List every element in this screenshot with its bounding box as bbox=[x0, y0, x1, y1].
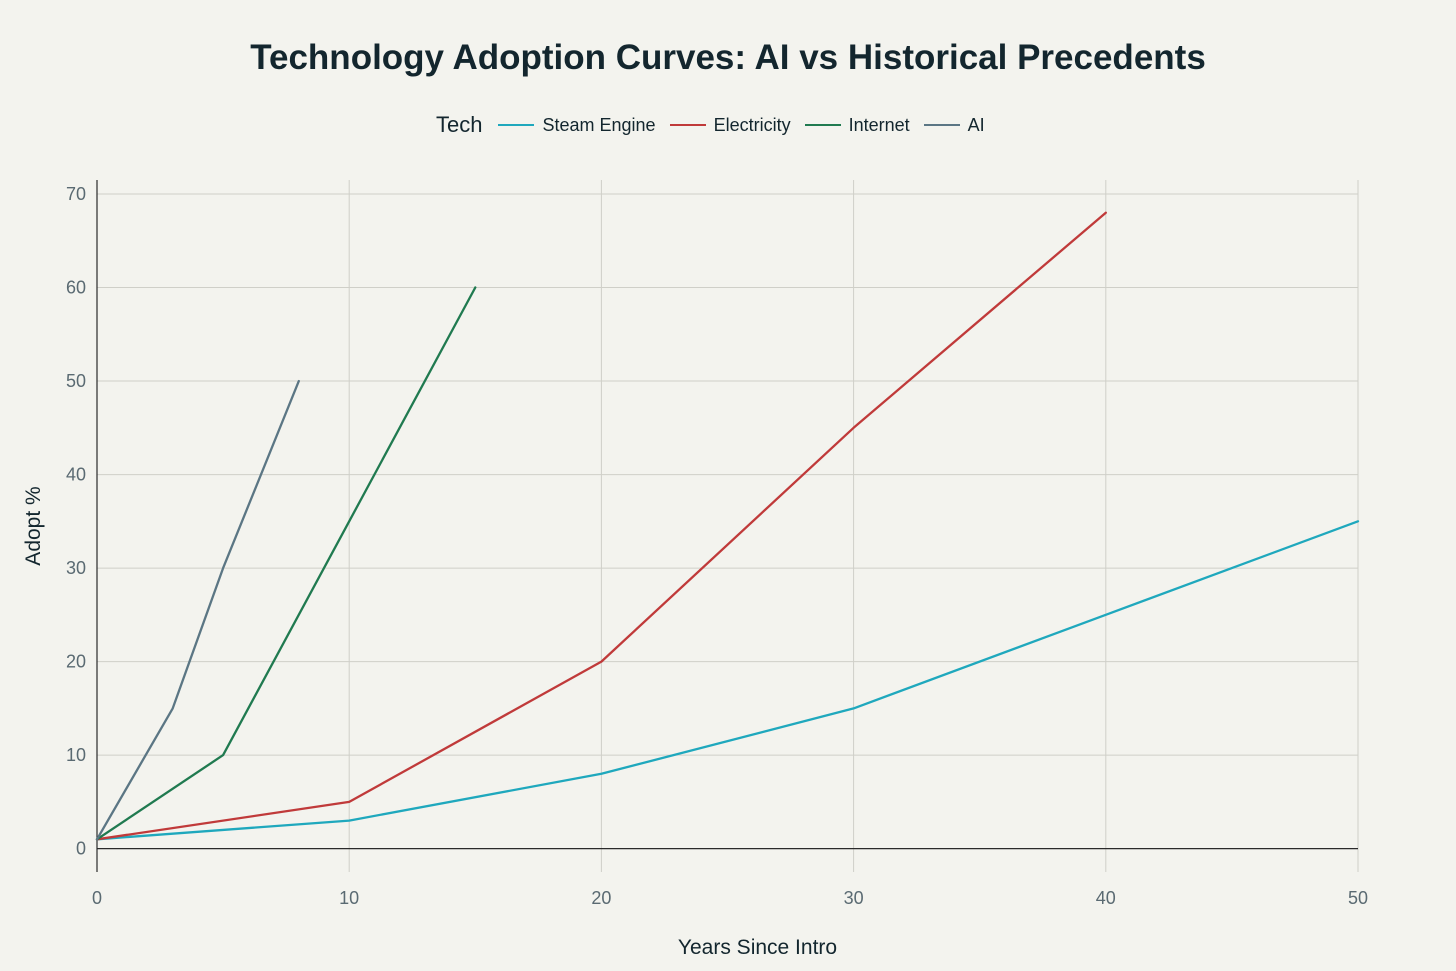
axes bbox=[96, 180, 1358, 872]
x-tick-label-50: 50 bbox=[1348, 888, 1368, 908]
y-tick-label-50: 50 bbox=[66, 371, 86, 391]
y-tick-label-40: 40 bbox=[66, 465, 86, 485]
series-line-steam-engine bbox=[95, 520, 1360, 841]
series-line-electricity bbox=[95, 211, 1107, 841]
y-tick-label-30: 30 bbox=[66, 558, 86, 578]
legend: Tech Steam Engine Electricity Internet A… bbox=[436, 108, 999, 142]
series-lines bbox=[95, 211, 1360, 841]
series-line-ai bbox=[95, 379, 300, 841]
legend-item-internet[interactable]: Internet bbox=[804, 114, 910, 136]
x-tick-label-20: 20 bbox=[591, 888, 611, 908]
legend-label-steam-engine: Steam Engine bbox=[542, 114, 656, 135]
legend-swatch-internet bbox=[804, 124, 841, 126]
x-tick-label-0: 0 bbox=[92, 888, 102, 908]
legend-label-internet: Internet bbox=[848, 114, 910, 135]
y-axis-title: Adopt % bbox=[22, 486, 45, 565]
x-tick-label-30: 30 bbox=[844, 888, 864, 908]
x-axis-title: Years Since Intro bbox=[678, 936, 837, 959]
chart-title: Technology Adoption Curves: AI vs Histor… bbox=[250, 38, 1206, 77]
y-tick-label-10: 10 bbox=[66, 745, 86, 765]
y-tick-label-70: 70 bbox=[66, 184, 86, 204]
legend-label-ai: AI bbox=[967, 114, 985, 135]
legend-swatch-electricity bbox=[669, 124, 706, 126]
legend-swatch-ai bbox=[923, 124, 960, 126]
tick-labels: 0 10 20 30 40 50 0 10 20 30 40 50 60 70 bbox=[66, 184, 1368, 908]
x-tick-label-40: 40 bbox=[1096, 888, 1116, 908]
legend-label-electricity: Electricity bbox=[713, 114, 791, 135]
series-line-internet bbox=[95, 286, 477, 841]
y-tick-label-0: 0 bbox=[76, 839, 86, 859]
legend-title: Tech bbox=[436, 112, 483, 137]
y-tick-label-20: 20 bbox=[66, 652, 86, 672]
legend-item-electricity[interactable]: Electricity bbox=[669, 114, 791, 136]
legend-swatch-steam-engine bbox=[498, 124, 535, 126]
gridlines bbox=[97, 180, 1359, 872]
legend-item-steam-engine[interactable]: Steam Engine bbox=[498, 114, 656, 136]
legend-item-ai[interactable]: AI bbox=[923, 114, 985, 136]
x-tick-label-10: 10 bbox=[339, 888, 359, 908]
y-tick-label-60: 60 bbox=[66, 278, 86, 298]
